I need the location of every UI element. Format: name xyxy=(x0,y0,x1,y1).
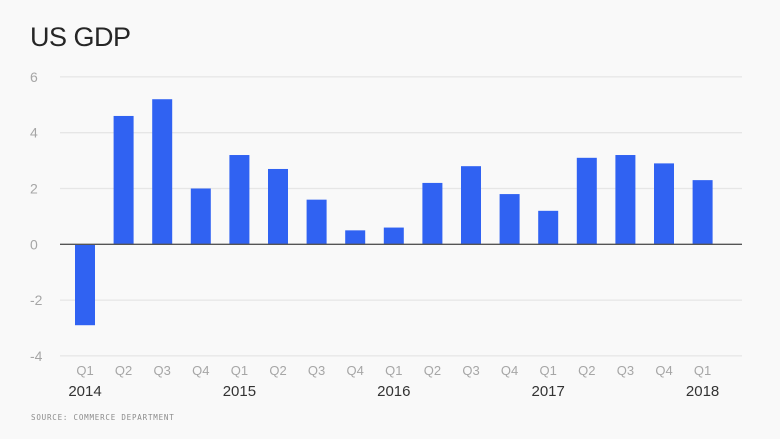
year-label: 2016 xyxy=(377,383,410,400)
bar xyxy=(461,166,481,245)
y-tick-label: -2 xyxy=(30,292,43,308)
x-tick-label: Q3 xyxy=(462,363,479,378)
bar xyxy=(654,163,674,245)
x-tick-label: Q4 xyxy=(501,363,518,378)
x-tick-label: Q2 xyxy=(269,363,286,378)
year-label: 2015 xyxy=(223,383,256,400)
year-label: 2014 xyxy=(68,383,101,400)
bar xyxy=(152,99,173,245)
x-tick-label: Q2 xyxy=(115,363,132,378)
bar xyxy=(615,155,636,245)
bar xyxy=(422,182,443,245)
bar xyxy=(383,227,404,245)
bar xyxy=(538,210,559,245)
bar xyxy=(75,244,95,326)
year-label: 2018 xyxy=(686,383,719,400)
x-tick-label: Q4 xyxy=(655,363,672,378)
bar xyxy=(113,115,134,245)
bar xyxy=(306,199,327,245)
x-tick-label: Q2 xyxy=(578,363,595,378)
x-tick-label: Q3 xyxy=(617,363,634,378)
y-tick-label: 2 xyxy=(30,181,38,197)
x-tick-label: Q4 xyxy=(347,363,364,378)
bar xyxy=(268,168,288,245)
x-tick-label: Q3 xyxy=(154,363,171,378)
y-tick-label: 4 xyxy=(30,125,38,141)
x-tick-label: Q1 xyxy=(385,363,402,378)
y-tick-label: 0 xyxy=(30,236,38,252)
bar xyxy=(190,188,211,245)
bar xyxy=(499,194,520,245)
year-label: 2017 xyxy=(532,383,565,400)
y-tick-label: 6 xyxy=(30,69,38,85)
x-tick-label: Q2 xyxy=(424,363,441,378)
y-tick-label: -4 xyxy=(30,348,43,364)
bar xyxy=(576,157,597,245)
x-tick-label: Q3 xyxy=(308,363,325,378)
bar xyxy=(692,180,713,245)
source-note: SOURCE: COMMERCE DEPARTMENT xyxy=(31,413,175,422)
bar xyxy=(345,230,366,245)
x-tick-label: Q1 xyxy=(76,363,93,378)
x-tick-label: Q1 xyxy=(540,363,557,378)
x-tick-label: Q1 xyxy=(694,363,711,378)
x-tick-label: Q1 xyxy=(231,363,248,378)
bar xyxy=(229,155,250,245)
chart-title: US GDP xyxy=(30,22,131,52)
x-tick-label: Q4 xyxy=(192,363,209,378)
